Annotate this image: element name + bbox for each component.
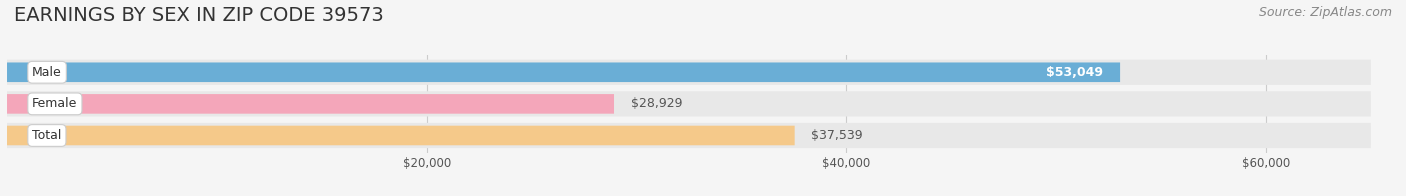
Text: Male: Male [32, 66, 62, 79]
FancyBboxPatch shape [7, 91, 1371, 117]
FancyBboxPatch shape [7, 60, 1371, 85]
FancyBboxPatch shape [7, 126, 794, 145]
FancyBboxPatch shape [7, 94, 614, 114]
Text: EARNINGS BY SEX IN ZIP CODE 39573: EARNINGS BY SEX IN ZIP CODE 39573 [14, 6, 384, 25]
Text: $37,539: $37,539 [811, 129, 863, 142]
Text: Source: ZipAtlas.com: Source: ZipAtlas.com [1258, 6, 1392, 19]
Text: $28,929: $28,929 [631, 97, 682, 110]
Text: Female: Female [32, 97, 77, 110]
FancyBboxPatch shape [7, 63, 1121, 82]
Text: $53,049: $53,049 [1046, 66, 1104, 79]
Text: Total: Total [32, 129, 62, 142]
FancyBboxPatch shape [7, 123, 1371, 148]
